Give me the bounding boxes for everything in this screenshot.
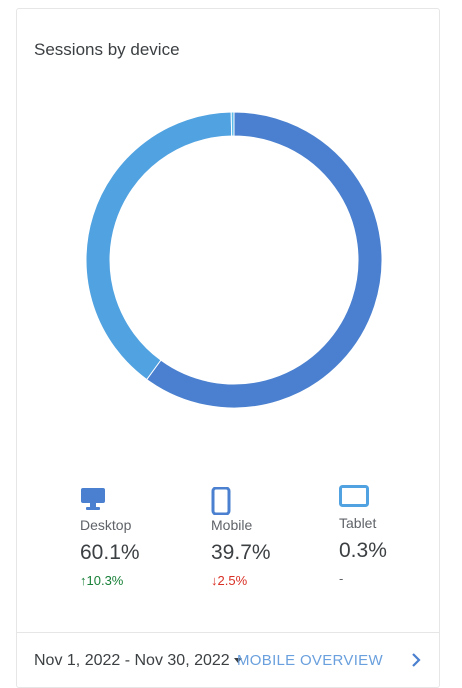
- chevron-right-icon[interactable]: [406, 650, 426, 670]
- donut-slice-mobile[interactable]: [85, 111, 233, 381]
- device-stat-mobile: Mobile 39.7% ↓2.5%: [211, 486, 271, 588]
- tablet-icon: [339, 485, 387, 511]
- device-value-desktop: 60.1%: [80, 541, 140, 564]
- device-change-desktop: ↑10.3%: [80, 573, 124, 588]
- card-title: Sessions by device: [34, 40, 180, 59]
- device-label-tablet: Tablet: [339, 515, 377, 531]
- card-footer: Nov 1, 2022 - Nov 30, 2022 MOBILE OVERVI…: [34, 652, 434, 678]
- arrow-up-icon: ↑: [80, 573, 87, 588]
- device-change-tablet: -: [339, 571, 344, 586]
- device-stat-desktop: Desktop 60.1% ↑10.3%: [80, 487, 140, 588]
- mobile-icon: [211, 486, 271, 516]
- device-donut-chart: [85, 111, 383, 409]
- device-value-tablet: 0.3%: [339, 539, 387, 562]
- device-stat-tablet: Tablet 0.3% -: [339, 485, 387, 586]
- donut-slice-desktop[interactable]: [146, 111, 383, 409]
- mobile-overview-link[interactable]: MOBILE OVERVIEW: [237, 652, 383, 669]
- desktop-icon: [80, 487, 140, 513]
- device-label-mobile: Mobile: [211, 517, 253, 533]
- date-range-label: Nov 1, 2022 - Nov 30, 2022: [34, 652, 230, 669]
- footer-divider: [16, 632, 440, 633]
- device-label-desktop: Desktop: [80, 517, 132, 533]
- donut-slice-tablet[interactable]: [230, 111, 235, 137]
- device-change-mobile: ↓2.5%: [211, 573, 248, 588]
- caret-down-icon: [233, 658, 242, 664]
- device-value-mobile: 39.7%: [211, 541, 271, 564]
- arrow-down-icon: ↓: [211, 573, 218, 588]
- date-range-selector[interactable]: Nov 1, 2022 - Nov 30, 2022: [34, 652, 242, 670]
